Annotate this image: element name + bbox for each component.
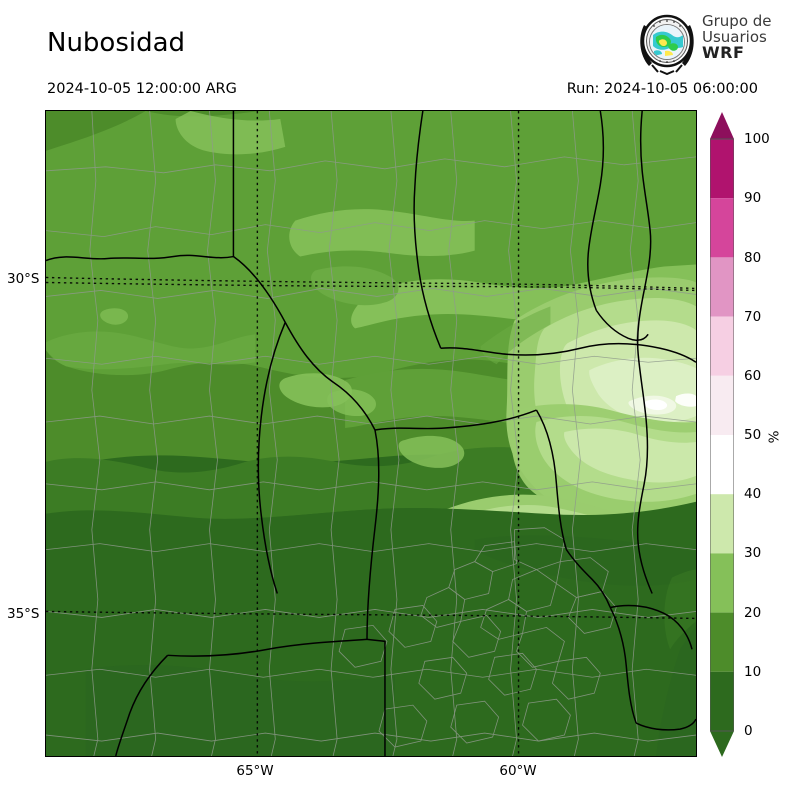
colorbar-tick-50: 50 xyxy=(744,427,762,443)
colorbar-tick-40: 40 xyxy=(744,486,762,502)
globe-emblem-icon xyxy=(636,11,698,76)
map-plot-area[interactable] xyxy=(45,110,697,757)
colorbar-tick-20: 20 xyxy=(744,605,762,621)
colorbar-tick-80: 80 xyxy=(744,250,762,266)
colorbar-tick-10: 10 xyxy=(744,664,762,680)
y-tick-label-30S: 30°S xyxy=(7,271,40,287)
colorbar-tick-0: 0 xyxy=(744,723,753,739)
colorbar-tick-90: 90 xyxy=(744,190,762,206)
brand-logo: Grupo de Usuarios WRF xyxy=(636,11,798,76)
x-tick-label-60W: 60°W xyxy=(499,763,537,779)
colorbar xyxy=(710,112,734,757)
colorbar-gradient xyxy=(710,112,734,757)
colorbar-tick-60: 60 xyxy=(744,368,762,384)
valid-time-label: 2024-10-05 12:00:00 ARG xyxy=(47,81,237,97)
colorbar-tick-100: 100 xyxy=(744,131,770,147)
cloud-cover-field xyxy=(46,111,696,756)
page-title: Nubosidad xyxy=(47,28,186,58)
y-tick-label-35S: 35°S xyxy=(7,606,40,622)
run-time-label: Run: 2024-10-05 06:00:00 xyxy=(566,81,758,97)
colorbar-tick-30: 30 xyxy=(744,545,762,561)
x-tick-label-65W: 65°W xyxy=(236,763,274,779)
colorbar-tick-70: 70 xyxy=(744,309,762,325)
logo-line-2: Usuarios xyxy=(702,28,767,46)
logo-text: Grupo de Usuarios WRF xyxy=(702,13,798,61)
logo-line-3: WRF xyxy=(702,43,745,62)
colorbar-unit-label: % xyxy=(766,430,783,444)
logo-line-1: Grupo de xyxy=(702,12,772,30)
